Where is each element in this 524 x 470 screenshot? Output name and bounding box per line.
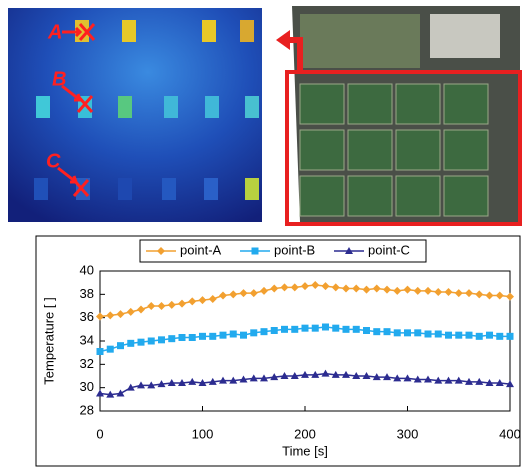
marker bbox=[435, 331, 442, 338]
marker bbox=[466, 332, 473, 339]
marker bbox=[496, 333, 503, 340]
marker bbox=[138, 339, 145, 346]
marker bbox=[404, 329, 411, 336]
marker bbox=[250, 329, 257, 336]
x-tick-label: 0 bbox=[96, 426, 103, 441]
x-tick-label: 100 bbox=[192, 426, 214, 441]
thermal-image bbox=[8, 8, 262, 222]
y-tick-label: 36 bbox=[80, 309, 94, 324]
x-tick-label: 400 bbox=[499, 426, 521, 441]
y-tick-label: 38 bbox=[80, 286, 94, 301]
marker bbox=[373, 328, 380, 335]
marker bbox=[97, 348, 104, 355]
marker bbox=[486, 332, 493, 339]
marker bbox=[240, 332, 247, 339]
point-label: B bbox=[52, 68, 66, 90]
point-label: A bbox=[47, 21, 62, 43]
marker bbox=[179, 334, 186, 341]
marker bbox=[220, 332, 227, 339]
marker bbox=[271, 327, 278, 334]
marker bbox=[322, 324, 329, 331]
marker bbox=[261, 328, 268, 335]
marker bbox=[445, 332, 452, 339]
marker bbox=[158, 336, 165, 343]
y-tick-label: 28 bbox=[80, 402, 94, 417]
marker bbox=[127, 340, 134, 347]
marker bbox=[394, 329, 401, 336]
marker bbox=[353, 326, 360, 333]
marker bbox=[507, 333, 514, 340]
point-label: C bbox=[46, 150, 61, 172]
marker bbox=[302, 325, 309, 332]
y-tick-label: 30 bbox=[80, 379, 94, 394]
marker bbox=[189, 334, 196, 341]
marker bbox=[332, 325, 339, 332]
marker bbox=[252, 248, 259, 255]
marker bbox=[209, 333, 216, 340]
y-tick-label: 40 bbox=[80, 262, 94, 277]
x-axis-title: Time [s] bbox=[282, 443, 328, 458]
marker bbox=[312, 325, 319, 332]
figure: Temperature [ ] Time [s] A B C 28 30 32 34 36 38… bbox=[0, 0, 524, 470]
marker bbox=[168, 335, 175, 342]
y-axis-title: Temperature [ ] bbox=[41, 297, 56, 384]
y-tick-label: 32 bbox=[80, 356, 94, 371]
legend-label: point-B bbox=[274, 242, 315, 257]
marker bbox=[425, 331, 432, 338]
marker bbox=[199, 333, 206, 340]
marker bbox=[117, 342, 124, 349]
marker bbox=[343, 326, 350, 333]
y-tick-label: 34 bbox=[80, 332, 94, 347]
x-tick-label: 200 bbox=[294, 426, 316, 441]
marker bbox=[455, 332, 462, 339]
legend-label: point-A bbox=[180, 242, 222, 257]
marker bbox=[107, 346, 114, 353]
x-tick-label: 300 bbox=[397, 426, 419, 441]
marker bbox=[148, 338, 155, 345]
marker bbox=[414, 329, 421, 336]
marker bbox=[291, 326, 298, 333]
marker bbox=[230, 331, 237, 338]
marker bbox=[476, 333, 483, 340]
marker bbox=[384, 328, 391, 335]
marker bbox=[281, 326, 288, 333]
marker bbox=[363, 327, 370, 334]
legend-label: point-C bbox=[368, 242, 410, 257]
hardware-photo bbox=[276, 6, 520, 224]
